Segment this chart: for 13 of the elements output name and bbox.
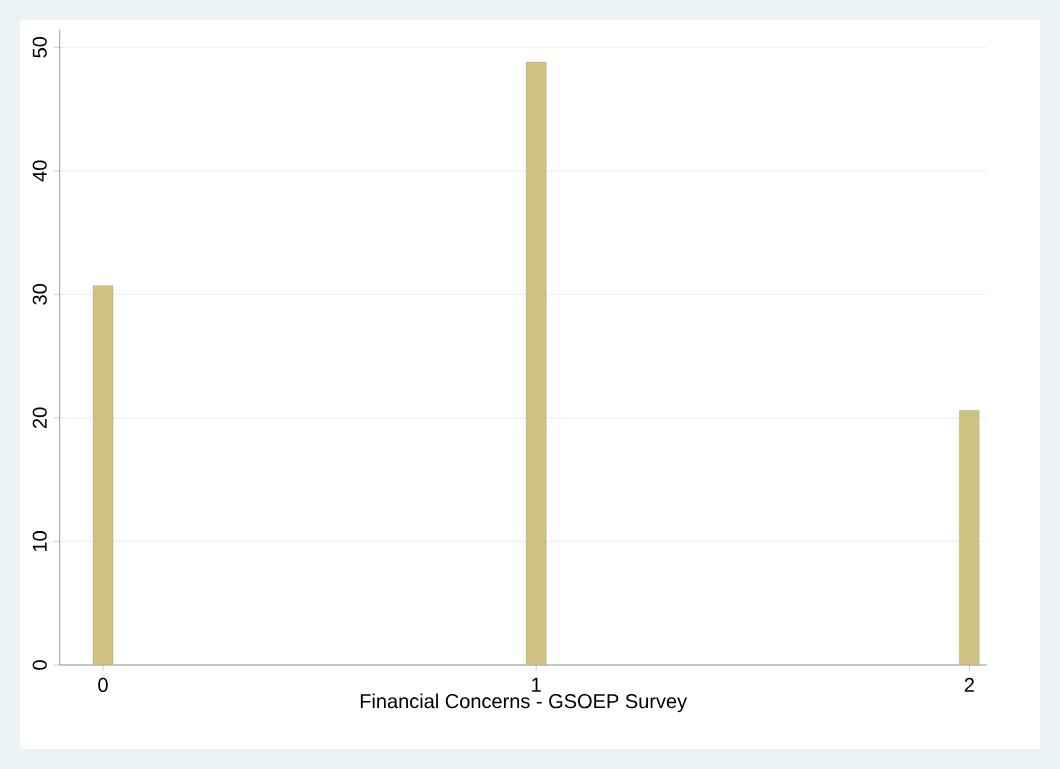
y-tick-label: 30 — [32, 284, 47, 305]
x-tick-label: 0 — [98, 677, 108, 693]
x-tick-label: 2 — [964, 677, 974, 692]
y-tick-label: 20 — [32, 407, 47, 429]
bar — [959, 410, 980, 665]
bar — [525, 61, 547, 665]
x-tick-label: 1 — [532, 677, 541, 692]
y-tick-label: 10 — [32, 531, 47, 552]
y-tick-label: 0 — [32, 660, 47, 670]
y-tick-label: 40 — [32, 160, 47, 182]
y-tick-label: 50 — [32, 36, 47, 58]
x-axis-title: Financial Concerns - GSOEP Survey — [360, 693, 688, 713]
bar — [92, 285, 114, 665]
